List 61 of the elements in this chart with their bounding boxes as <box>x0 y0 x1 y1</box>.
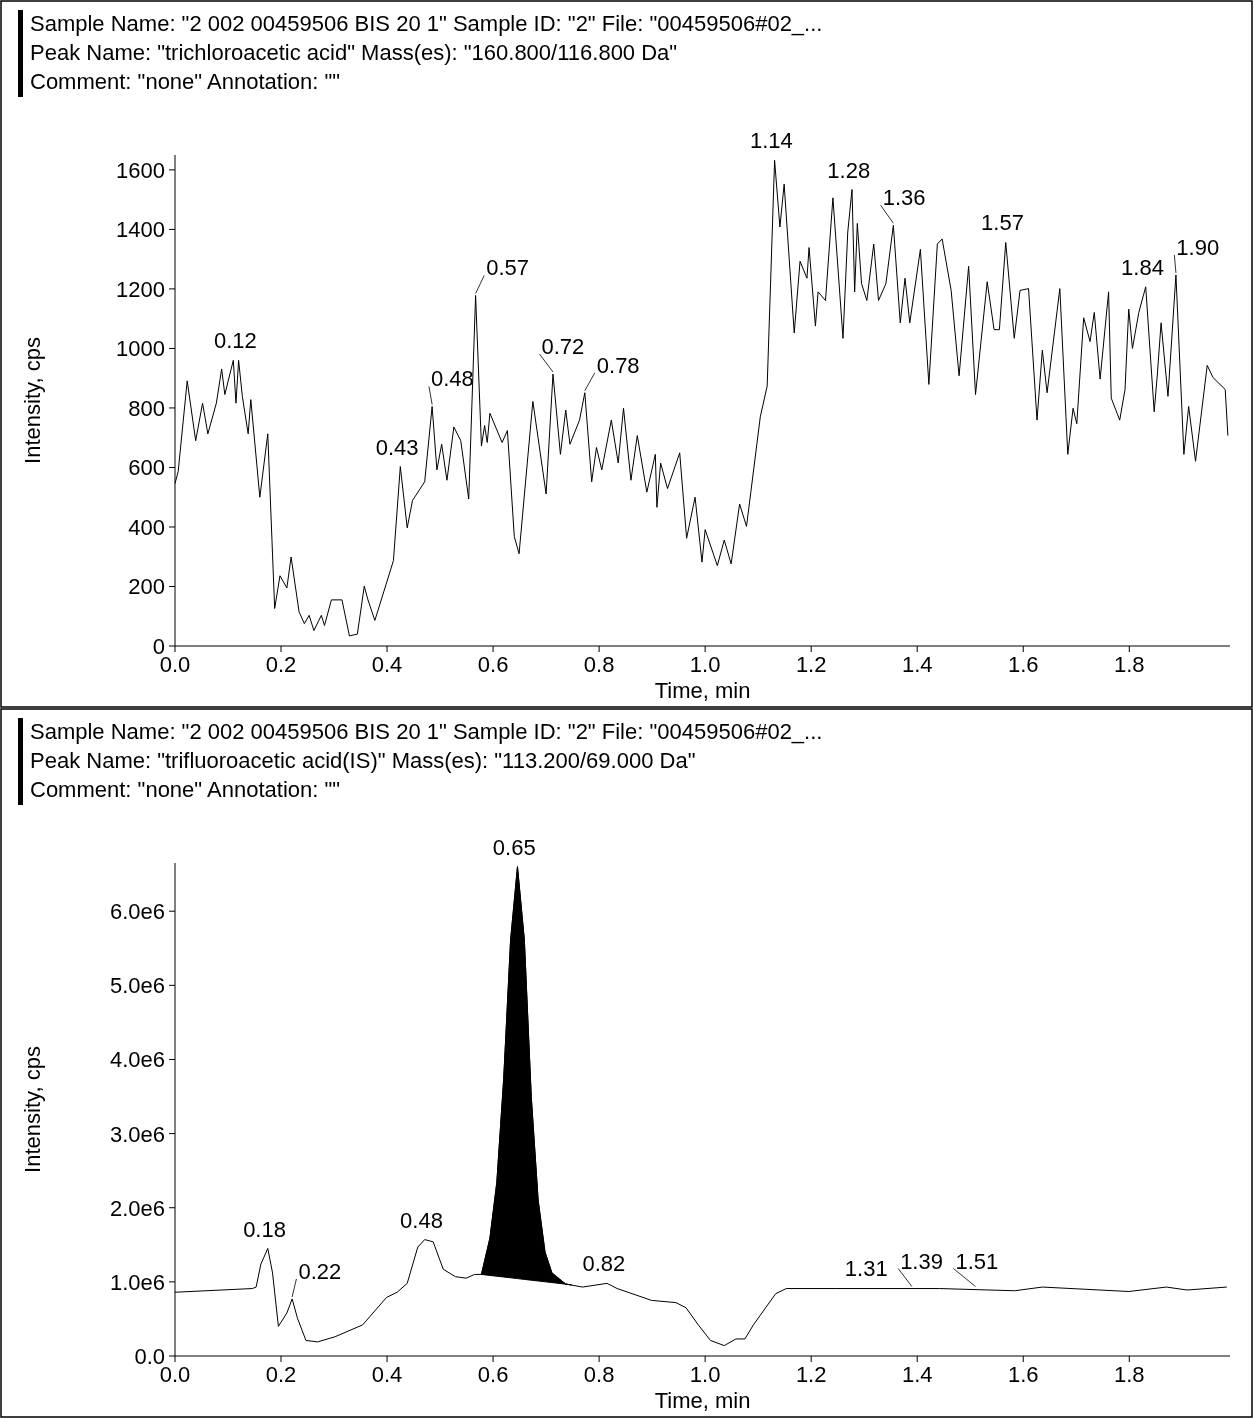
y-tick-label: 6.0e6 <box>109 899 165 925</box>
annotation: 0.78 <box>596 352 640 378</box>
y-tick-label: 800 <box>128 395 165 421</box>
x-tick-label: 0.4 <box>371 652 403 677</box>
x-tick-label: 1.2 <box>795 1362 827 1387</box>
x-tick-label: 1.6 <box>1007 652 1039 677</box>
annotation: 0.18 <box>243 1216 286 1242</box>
annotation: 0.72 <box>541 334 585 360</box>
chart-subtitle: Peak Name: "trifluoroacetic acid(IS)" Mass(es): "113.200/69.000 Da" <box>30 748 696 773</box>
annotation: 1.36 <box>882 185 926 211</box>
annotation: 1.57 <box>981 210 1024 236</box>
y-axis-title: Intensity, cps <box>20 1046 45 1173</box>
x-tick-label: 1.8 <box>1113 652 1145 677</box>
y-tick-label: 1400 <box>116 217 165 243</box>
x-tick-label: 0.4 <box>371 1362 403 1387</box>
y-tick-label: 400 <box>128 514 165 540</box>
y-tick-label: 600 <box>128 455 165 481</box>
y-tick-label: 2.0e6 <box>109 1195 165 1221</box>
annotation: 0.12 <box>213 328 257 354</box>
x-tick-label: 1.0 <box>689 1362 721 1387</box>
y-tick-label: 1600 <box>116 157 165 183</box>
x-tick-label: 1.8 <box>1113 1362 1145 1387</box>
annotation: 0.57 <box>486 255 530 281</box>
annotation: 0.22 <box>298 1258 342 1284</box>
x-tick-label: 1.4 <box>901 652 933 677</box>
x-tick-label: 0.6 <box>477 652 509 677</box>
y-tick-label: 1200 <box>116 276 165 302</box>
x-tick-label: 1.6 <box>1007 1362 1039 1387</box>
x-axis-title: Time, min <box>654 1388 751 1413</box>
x-tick-label: 0.8 <box>583 652 615 677</box>
x-tick-label: 0.8 <box>583 1362 615 1387</box>
annotation: 1.84 <box>1121 254 1164 280</box>
y-tick-label: 1.0e6 <box>109 1269 165 1295</box>
x-tick-label: 0.2 <box>265 1362 297 1387</box>
chart-title: Sample Name: "2 002 00459506 BIS 20 1" Sample ID: "2" File: "00459506#02_... <box>30 719 823 744</box>
annotation: 1.14 <box>749 128 793 154</box>
annotation: 1.28 <box>827 157 871 183</box>
chart-subtitle: Peak Name: "trichloroacetic acid" Mass(es): "160.800/116.800 Da" <box>30 40 678 65</box>
y-tick-label: 5.0e6 <box>109 973 165 999</box>
annotation: 0.48 <box>400 1207 443 1233</box>
y-tick-label: 3.0e6 <box>109 1121 165 1147</box>
y-tick-label: 4.0e6 <box>109 1047 165 1073</box>
chart-title: Sample Name: "2 002 00459506 BIS 20 1" Sample ID: "2" File: "00459506#02_... <box>30 11 823 36</box>
x-axis-title: Time, min <box>654 678 751 703</box>
annotation: 0.82 <box>582 1251 626 1277</box>
annotation: 1.90 <box>1176 234 1220 260</box>
x-tick-label: 1.0 <box>689 652 721 677</box>
x-tick-label: 1.4 <box>901 1362 933 1387</box>
text: Comment: "none" Annotation: "" <box>30 69 341 94</box>
y-tick-label: 1000 <box>116 336 165 362</box>
annotation: 1.39 <box>900 1248 943 1274</box>
y-axis-title: Intensity, cps <box>20 337 45 464</box>
x-tick-label: 1.2 <box>795 652 827 677</box>
annotation: 0.65 <box>492 834 536 860</box>
annotation: 1.31 <box>844 1255 888 1281</box>
annotation: 1.51 <box>955 1248 999 1274</box>
annotation: 0.43 <box>375 434 419 460</box>
text: Comment: "none" Annotation: "" <box>30 777 341 802</box>
y-tick-label: 200 <box>128 574 165 600</box>
x-tick-label: 0.6 <box>477 1362 509 1387</box>
x-tick-label: 0.2 <box>265 652 297 677</box>
